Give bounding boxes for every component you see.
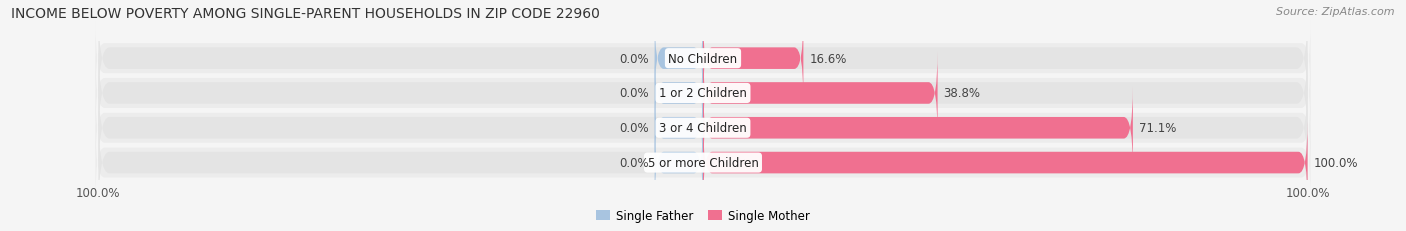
FancyBboxPatch shape xyxy=(703,122,1308,204)
FancyBboxPatch shape xyxy=(96,57,1310,131)
Text: 100.0%: 100.0% xyxy=(1313,156,1358,169)
FancyBboxPatch shape xyxy=(655,18,703,100)
FancyBboxPatch shape xyxy=(98,7,1308,111)
FancyBboxPatch shape xyxy=(98,76,1308,180)
FancyBboxPatch shape xyxy=(655,122,703,204)
Legend: Single Father, Single Mother: Single Father, Single Mother xyxy=(592,205,814,227)
Text: 3 or 4 Children: 3 or 4 Children xyxy=(659,122,747,135)
FancyBboxPatch shape xyxy=(703,52,938,135)
Text: No Children: No Children xyxy=(668,52,738,65)
FancyBboxPatch shape xyxy=(96,126,1310,200)
FancyBboxPatch shape xyxy=(655,87,703,170)
Text: 0.0%: 0.0% xyxy=(619,156,648,169)
Text: 0.0%: 0.0% xyxy=(619,52,648,65)
FancyBboxPatch shape xyxy=(703,18,803,100)
Text: 5 or more Children: 5 or more Children xyxy=(648,156,758,169)
Text: Source: ZipAtlas.com: Source: ZipAtlas.com xyxy=(1277,7,1395,17)
FancyBboxPatch shape xyxy=(98,111,1308,214)
Text: 0.0%: 0.0% xyxy=(619,87,648,100)
Text: 38.8%: 38.8% xyxy=(943,87,980,100)
FancyBboxPatch shape xyxy=(655,52,703,135)
Text: INCOME BELOW POVERTY AMONG SINGLE-PARENT HOUSEHOLDS IN ZIP CODE 22960: INCOME BELOW POVERTY AMONG SINGLE-PARENT… xyxy=(11,7,600,21)
Text: 16.6%: 16.6% xyxy=(810,52,846,65)
Text: 71.1%: 71.1% xyxy=(1139,122,1177,135)
FancyBboxPatch shape xyxy=(96,22,1310,96)
Text: 1 or 2 Children: 1 or 2 Children xyxy=(659,87,747,100)
FancyBboxPatch shape xyxy=(98,42,1308,145)
FancyBboxPatch shape xyxy=(96,91,1310,165)
Text: 0.0%: 0.0% xyxy=(619,122,648,135)
FancyBboxPatch shape xyxy=(703,87,1133,170)
